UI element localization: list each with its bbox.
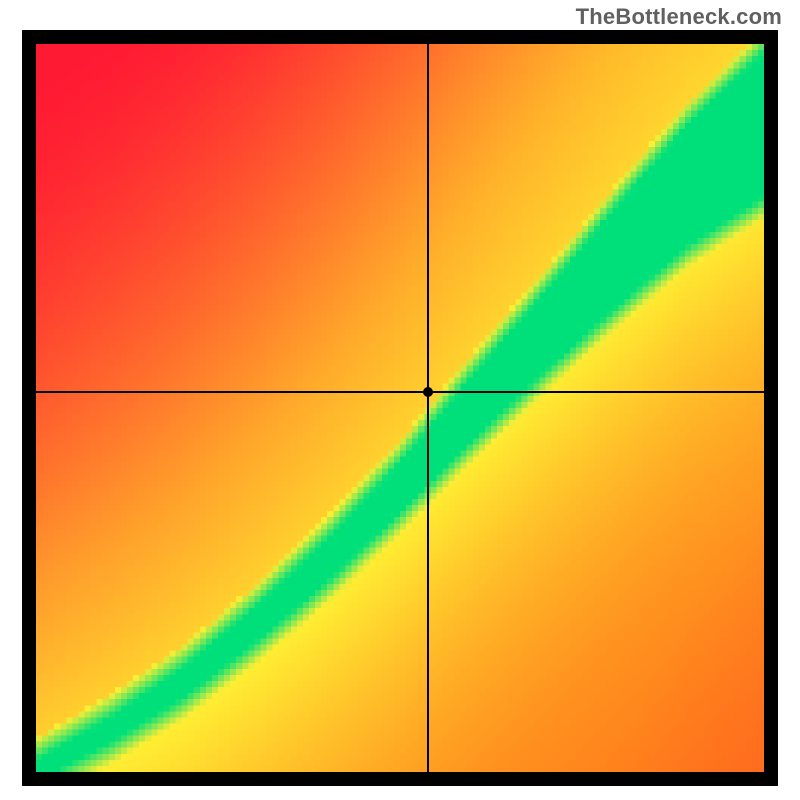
plot-border-left: [22, 30, 36, 786]
plot-border-right: [764, 30, 778, 786]
crosshair-horizontal: [36, 391, 764, 393]
plot-border-bottom: [22, 772, 778, 786]
selection-marker[interactable]: [423, 387, 433, 397]
plot-border-top: [22, 30, 778, 44]
crosshair-vertical: [427, 44, 429, 772]
bottleneck-heatmap: [36, 44, 764, 772]
watermark-text: TheBottleneck.com: [576, 4, 782, 30]
